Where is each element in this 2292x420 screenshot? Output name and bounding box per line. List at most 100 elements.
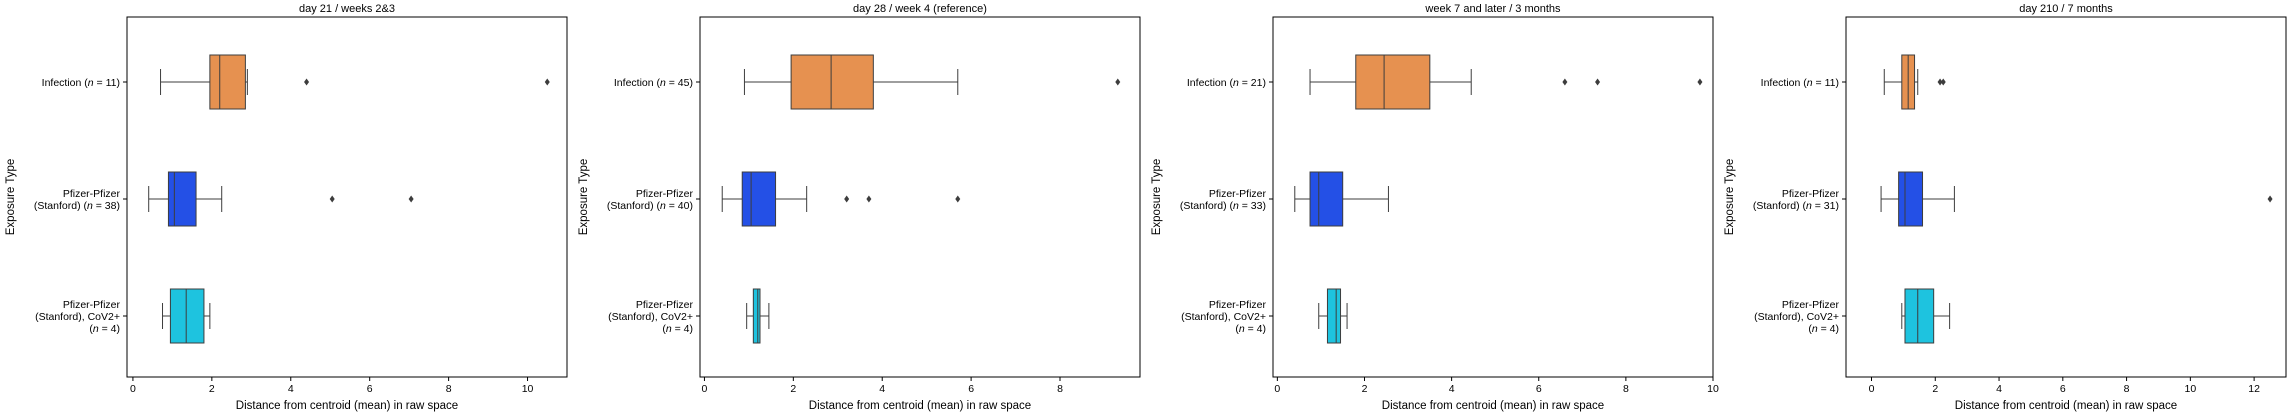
box bbox=[1355, 54, 1431, 110]
chart-panel-1: day 21 / weeks 2&3 Infection (n = 11) Pfiz… bbox=[5, 3, 568, 412]
outlier-point bbox=[866, 195, 872, 203]
box bbox=[167, 171, 197, 227]
y-tick-label: (n = 4) bbox=[1235, 323, 1266, 335]
x-axis-label: Distance from centroid (mean) in raw spa… bbox=[236, 400, 458, 412]
x-tick-label: 4 bbox=[1996, 383, 2002, 395]
x-tick-label: 6 bbox=[367, 383, 373, 395]
outlier-point bbox=[1697, 78, 1703, 86]
y-tick-label: Pfizer-Pfizer bbox=[63, 299, 121, 311]
outlier-point bbox=[2267, 195, 2273, 203]
y-tick-label: (Stanford), CoV2+ bbox=[608, 311, 693, 323]
y-tick-label: Infection (n = 45) bbox=[614, 77, 693, 89]
box bbox=[752, 288, 761, 344]
x-tick-label: 4 bbox=[879, 383, 885, 395]
outlier-point bbox=[329, 195, 335, 203]
outlier-point bbox=[408, 195, 414, 203]
outlier-point bbox=[1940, 78, 1946, 86]
x-tick-label: 2 bbox=[790, 383, 796, 395]
x-tick-label: 0 bbox=[130, 383, 136, 395]
y-tick-label: (Stanford), CoV2+ bbox=[35, 311, 120, 323]
y-tick-label: (Stanford) (n = 38) bbox=[34, 200, 120, 212]
x-tick-label: 12 bbox=[2248, 383, 2260, 395]
chart-title: day 21 / weeks 2&3 bbox=[299, 3, 395, 15]
outlier-point bbox=[304, 78, 310, 86]
x-axis-label: Distance from centroid (mean) in raw spa… bbox=[1955, 400, 2177, 412]
y-tick-label: Pfizer-Pfizer bbox=[1782, 299, 1840, 311]
y-tick-label: Pfizer-Pfizer bbox=[636, 299, 694, 311]
outlier-point bbox=[844, 195, 850, 203]
chart-panel-4: day 210 / 7 months Infection (n = 11) Pfiz… bbox=[1724, 3, 2287, 412]
box bbox=[1309, 171, 1344, 227]
x-tick-label: 6 bbox=[1536, 383, 1542, 395]
box-group bbox=[1309, 54, 1703, 110]
y-tick-label: Pfizer-Pfizer bbox=[1782, 188, 1840, 200]
axes-frame bbox=[699, 16, 1141, 378]
x-tick-label: 4 bbox=[288, 383, 294, 395]
chart-title: day 28 / week 4 (reference) bbox=[853, 3, 987, 15]
axes-frame bbox=[1845, 16, 2287, 378]
x-tick-label: 8 bbox=[2124, 383, 2130, 395]
y-axis-label: Exposure Type bbox=[1151, 159, 1163, 236]
x-tick-label: 8 bbox=[1623, 383, 1629, 395]
y-tick-label: Pfizer-Pfizer bbox=[636, 188, 694, 200]
box-group bbox=[1880, 171, 2273, 227]
y-tick-label: Pfizer-Pfizer bbox=[63, 188, 121, 200]
chart-panel-2: day 28 / week 4 (reference) Infection (n … bbox=[578, 3, 1141, 412]
y-tick-label: (Stanford) (n = 33) bbox=[1180, 200, 1266, 212]
box-group bbox=[1883, 54, 1946, 110]
x-tick-label: 4 bbox=[1449, 383, 1455, 395]
outlier-point bbox=[544, 78, 550, 86]
axes-frame bbox=[126, 16, 568, 378]
x-tick-label: 10 bbox=[1707, 383, 1719, 395]
y-tick-label: Pfizer-Pfizer bbox=[1209, 299, 1267, 311]
chart-title: day 210 / 7 months bbox=[2019, 3, 2113, 15]
box bbox=[1326, 288, 1342, 344]
x-tick-label: 6 bbox=[968, 383, 974, 395]
box-group bbox=[746, 288, 770, 344]
x-axis-label: Distance from centroid (mean) in raw spa… bbox=[1382, 400, 1604, 412]
y-tick-label: (n = 4) bbox=[1808, 323, 1839, 335]
x-tick-label: 6 bbox=[2060, 383, 2066, 395]
y-axis-label: Exposure Type bbox=[5, 159, 17, 236]
box-group bbox=[1294, 171, 1389, 227]
box bbox=[1898, 171, 1924, 227]
box-group bbox=[721, 171, 961, 227]
chart-title: week 7 and later / 3 months bbox=[1424, 3, 1561, 15]
box bbox=[1904, 288, 1935, 344]
y-tick-label: Infection (n = 11) bbox=[1761, 77, 1839, 89]
outlier-point bbox=[1937, 78, 1943, 86]
y-tick-label: (Stanford) (n = 31) bbox=[1753, 200, 1839, 212]
y-tick-label: (Stanford) (n = 40) bbox=[607, 200, 693, 212]
x-tick-label: 0 bbox=[1274, 383, 1280, 395]
outlier-point bbox=[955, 195, 961, 203]
box-group bbox=[148, 171, 414, 227]
x-tick-label: 0 bbox=[702, 383, 708, 395]
y-tick-label: Pfizer-Pfizer bbox=[1209, 188, 1267, 200]
box bbox=[741, 171, 777, 227]
y-tick-label: Infection (n = 11) bbox=[42, 77, 120, 89]
y-tick-label: (Stanford), CoV2+ bbox=[1181, 311, 1266, 323]
y-tick-label: (Stanford), CoV2+ bbox=[1754, 311, 1839, 323]
x-tick-label: 10 bbox=[522, 383, 534, 395]
x-tick-label: 2 bbox=[1932, 383, 1938, 395]
chart-panel-3: week 7 and later / 3 months Infection (n … bbox=[1151, 3, 1719, 412]
outlier-point bbox=[1595, 78, 1601, 86]
box-group bbox=[162, 288, 211, 344]
x-tick-label: 10 bbox=[2185, 383, 2197, 395]
x-tick-label: 2 bbox=[1362, 383, 1368, 395]
axes-frame bbox=[1272, 16, 1714, 378]
box-group bbox=[160, 54, 550, 110]
box-group bbox=[1901, 288, 1951, 344]
y-tick-label: (n = 4) bbox=[89, 323, 120, 335]
x-tick-label: 8 bbox=[1057, 383, 1063, 395]
outlier-point bbox=[1115, 78, 1121, 86]
box-group bbox=[743, 54, 1121, 110]
x-axis-label: Distance from centroid (mean) in raw spa… bbox=[809, 400, 1031, 412]
y-axis-label: Exposure Type bbox=[1724, 159, 1736, 236]
y-axis-label: Exposure Type bbox=[578, 159, 590, 236]
box-group bbox=[1318, 288, 1348, 344]
box bbox=[169, 288, 205, 344]
y-tick-label: (n = 4) bbox=[662, 323, 693, 335]
box bbox=[209, 54, 246, 110]
